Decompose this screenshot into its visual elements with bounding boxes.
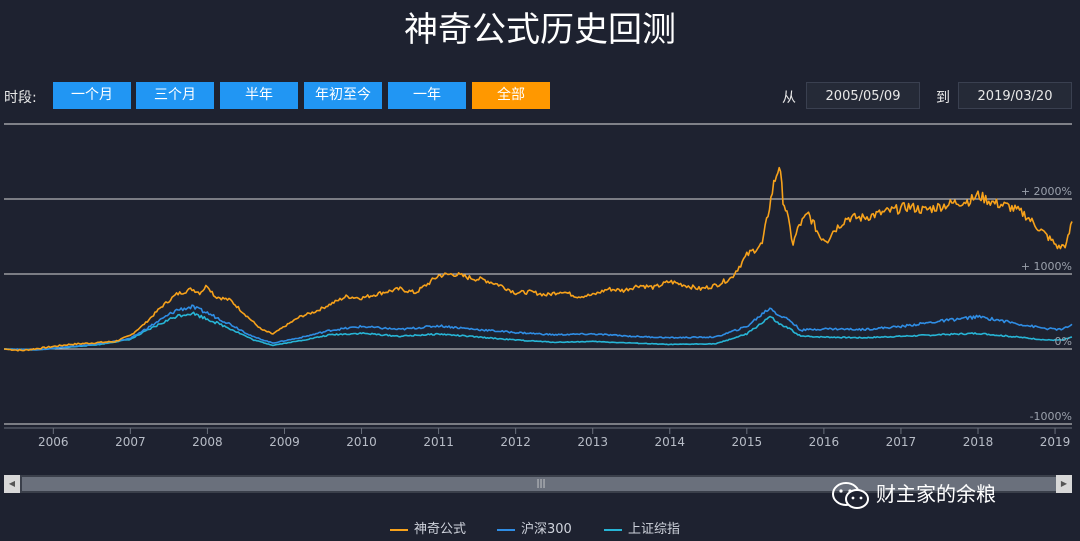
x-tick-label: 2009 (269, 435, 300, 449)
x-tick-label: 2013 (577, 435, 608, 449)
x-tick-label: 2007 (115, 435, 146, 449)
x-tick-label: 2011 (423, 435, 454, 449)
y-tick-label: -1000% (1030, 410, 1072, 423)
x-tick-label: 2014 (654, 435, 685, 449)
from-date-input[interactable]: 2005/05/09 (806, 82, 920, 109)
x-tick-label: 2008 (192, 435, 223, 449)
legend-swatch-sh (604, 528, 622, 531)
series-line-2 (4, 311, 1073, 351)
legend-label: 沪深300 (521, 522, 572, 537)
y-tick-label: + 2000% (1021, 185, 1072, 198)
legend-item-hs300[interactable]: 沪深300 (497, 518, 572, 537)
period-label: 时段: (4, 90, 37, 106)
y-tick-label: + 1000% (1021, 260, 1072, 273)
legend-swatch-magic (390, 528, 408, 531)
scroll-thumb[interactable]: ||| (22, 477, 1060, 491)
range-3-months-button[interactable]: 三个月 (136, 82, 214, 109)
x-tick-label: 2012 (500, 435, 531, 449)
watermark-text: 财主家的余粮 (876, 482, 996, 506)
legend-item-magic-formula[interactable]: 神奇公式 (390, 518, 466, 537)
range-ytd-button[interactable]: 年初至今 (304, 82, 382, 109)
watermark: 财主家的余粮 (832, 476, 996, 512)
x-tick-label: 2016 (809, 435, 840, 449)
scroll-right-icon[interactable]: ▶ (1056, 475, 1072, 493)
legend-item-sh-composite[interactable]: 上证综指 (604, 518, 680, 537)
range-half-year-button[interactable]: 半年 (220, 82, 298, 109)
range-1-year-button[interactable]: 一年 (388, 82, 466, 109)
chart-plot: + 2000% + 1000% 0% -1000% 2006 2007 2008 2009 20… (3, 123, 1073, 449)
from-label: 从 (782, 90, 796, 106)
x-tick-label: 2006 (38, 435, 69, 449)
wechat-icon (832, 481, 869, 509)
to-date-input[interactable]: 2019/03/20 (958, 82, 1072, 109)
legend-label: 神奇公式 (414, 522, 467, 537)
navigator-scrollbar[interactable]: ◀ ||| ▶ (4, 475, 1072, 493)
y-tick-label: 0% (1055, 335, 1072, 348)
x-tick-label: 2010 (346, 435, 377, 449)
legend-label: 上证综指 (628, 522, 681, 537)
scroll-left-icon[interactable]: ◀ (4, 475, 20, 493)
range-all-button[interactable]: 全部 (472, 82, 550, 109)
legend-swatch-hs300 (497, 528, 515, 531)
x-tick-label: 2015 (732, 435, 763, 449)
range-1-month-button[interactable]: 一个月 (53, 82, 131, 109)
chart-title: 神奇公式历史回测 (404, 10, 676, 50)
x-tick-label: 2017 (886, 435, 917, 449)
x-tick-label: 2019 (1040, 435, 1071, 449)
chart-legend: 神奇公式 沪深300 上证综指 (0, 518, 1080, 538)
series-line-0 (3, 166, 1073, 352)
x-tick-label: 2018 (963, 435, 994, 449)
to-label: 到 (936, 90, 950, 106)
series-line-1 (4, 304, 1073, 351)
